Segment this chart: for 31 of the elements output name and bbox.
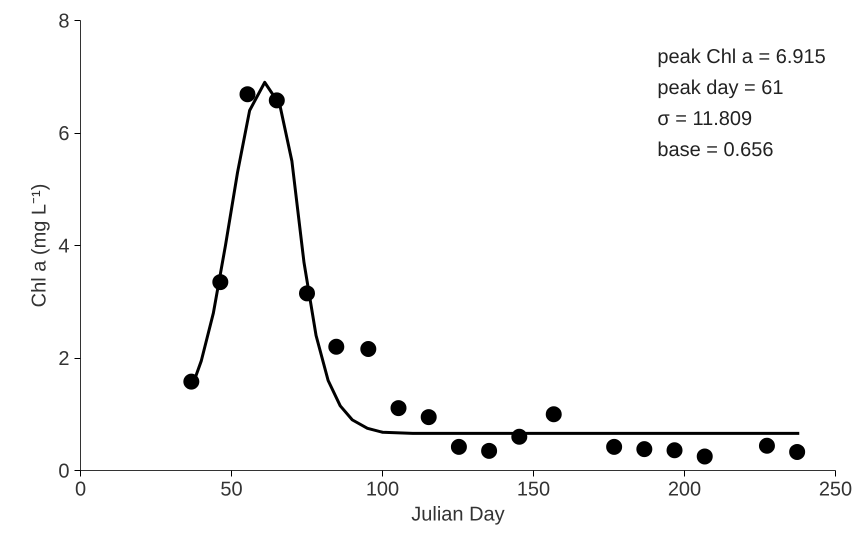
y-tick-label: 4 xyxy=(58,236,70,258)
x-tick-label: 0 xyxy=(74,478,86,500)
point xyxy=(606,438,622,455)
annotation: peak day = 61 xyxy=(657,77,784,99)
x-tick-label: 50 xyxy=(220,478,243,500)
point xyxy=(546,406,562,422)
y-tick-label: 6 xyxy=(58,123,70,145)
x-axis-title: Julian Day xyxy=(411,504,505,526)
y-tick-label: 2 xyxy=(58,348,70,370)
x-tick-label: 250 xyxy=(818,478,852,500)
annotation: peak Chl a = 6.915 xyxy=(657,46,826,68)
x-tick-label: 200 xyxy=(668,478,702,500)
point xyxy=(420,409,437,426)
point xyxy=(360,341,376,357)
annotation: σ = 11.809 xyxy=(657,108,752,130)
point xyxy=(240,86,256,102)
y-tick-label: 8 xyxy=(58,10,70,32)
point xyxy=(696,448,713,464)
x-tick-label: 100 xyxy=(366,478,400,500)
point xyxy=(666,442,683,458)
x-tick-label: 150 xyxy=(516,478,550,500)
y-tick-label: 0 xyxy=(58,460,70,482)
point xyxy=(450,438,467,455)
point xyxy=(390,400,407,416)
annotation: base = 0.656 xyxy=(657,138,774,161)
point xyxy=(481,442,498,459)
point xyxy=(328,338,344,355)
point xyxy=(758,438,775,454)
y-axis-title: Chl a (mg L⁻¹) xyxy=(28,184,50,308)
point xyxy=(636,441,652,458)
point xyxy=(789,444,806,460)
